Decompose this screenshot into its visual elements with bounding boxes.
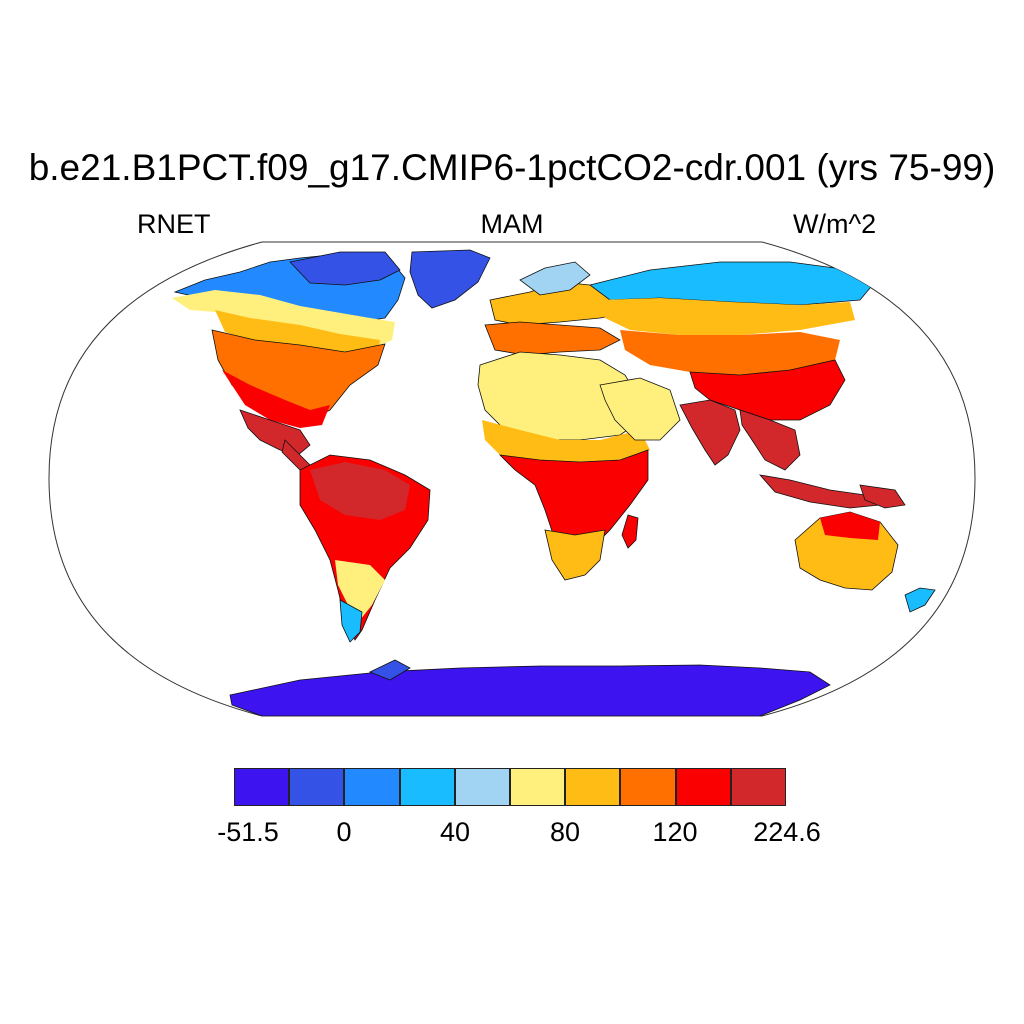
colorbar-tick-label: 0 xyxy=(336,817,352,847)
colorbar-tick-label: -51.5 xyxy=(217,817,279,847)
land-new-zealand xyxy=(904,587,936,613)
colorbar-tick-label: 120 xyxy=(652,817,698,847)
season-label: MAM xyxy=(480,209,544,239)
colorbar-swatch xyxy=(234,768,290,806)
colorbar-tick-label: 224.6 xyxy=(753,817,821,847)
land-amazon xyxy=(310,462,410,520)
colorbar-swatch xyxy=(289,768,345,806)
colorbar-swatch xyxy=(675,768,731,806)
land-central-asia xyxy=(620,330,840,375)
colorbar-swatch xyxy=(620,768,676,806)
colorbar-swatch xyxy=(344,768,400,806)
land-arctic-islands xyxy=(289,251,401,286)
colorbar-swatch xyxy=(510,768,566,806)
land-greenland xyxy=(409,249,491,309)
colorbar-tick-label: 80 xyxy=(549,817,581,847)
colorbar-swatch xyxy=(454,768,510,806)
colorbar-tick-label: 40 xyxy=(439,817,471,847)
land-europe-south xyxy=(484,321,621,356)
land-antarctica xyxy=(229,664,831,716)
land-usa-south xyxy=(222,370,330,428)
land-china xyxy=(689,359,846,421)
land-central-africa xyxy=(498,449,649,556)
land-se-asia xyxy=(739,409,801,471)
land-sahel xyxy=(482,420,650,462)
map-title: b.e21.B1PCT.f09_g17.CMIP6-1pctCO2-cdr.00… xyxy=(28,147,996,188)
land-arabia xyxy=(599,377,681,441)
colorbar-swatch xyxy=(565,768,621,806)
units-label: W/m^2 xyxy=(793,209,877,239)
land-australia-north xyxy=(820,512,880,540)
land-new-guinea xyxy=(859,484,906,509)
land-sa-south xyxy=(335,560,385,620)
land-russia-mid xyxy=(600,298,855,335)
land-india xyxy=(679,399,741,466)
land-patagonia xyxy=(339,599,363,643)
colorbar-swatch xyxy=(730,768,786,806)
colorbar-swatch xyxy=(399,768,455,806)
land-antarctic-peninsula xyxy=(369,659,411,681)
land-scandinavia xyxy=(519,261,591,296)
land-southern-africa xyxy=(544,529,606,581)
land-madagascar xyxy=(621,514,639,549)
land-canada-south xyxy=(215,310,380,358)
variable-label: RNET xyxy=(137,209,211,239)
